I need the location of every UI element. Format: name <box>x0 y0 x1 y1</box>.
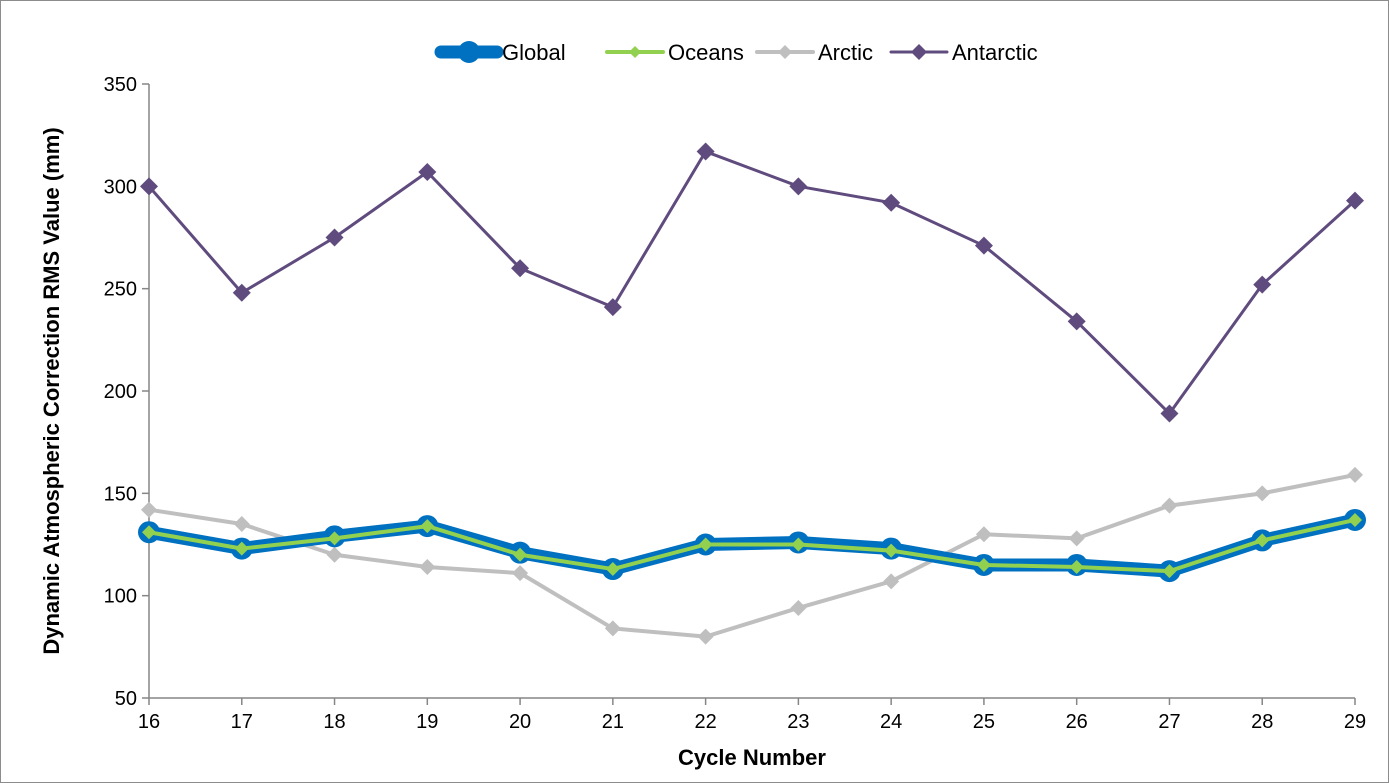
arctic-point <box>141 501 157 518</box>
y-tick-label: 150 <box>104 483 137 505</box>
x-tick-label: 28 <box>1251 711 1273 733</box>
x-tick-label: 22 <box>694 711 716 733</box>
series-group <box>138 142 1366 645</box>
arctic-point <box>1068 530 1085 547</box>
legend-swatch-marker <box>458 41 480 63</box>
y-tick-label: 300 <box>104 176 137 198</box>
oceans-point <box>234 541 249 556</box>
arctic-point <box>604 620 621 637</box>
oceans-point <box>1162 564 1177 579</box>
series-arctic <box>141 466 1363 645</box>
antarctic-point <box>140 177 158 196</box>
y-tick-label: 200 <box>104 381 137 403</box>
y-tick-label: 50 <box>115 688 137 710</box>
arctic-point <box>697 628 714 645</box>
antarctic-point <box>603 298 622 317</box>
antarctic-point <box>789 177 808 196</box>
arctic-point <box>1161 497 1178 514</box>
antarctic-point <box>974 236 993 255</box>
x-tick-label: 24 <box>880 711 902 733</box>
arctic-point <box>883 573 900 590</box>
legend-swatch-marker <box>778 45 792 59</box>
antarctic-point <box>232 283 251 302</box>
oceans-point <box>1255 533 1270 548</box>
legend-swatch-marker <box>911 44 927 60</box>
antarctic-point <box>1346 191 1364 210</box>
antarctic-point <box>696 142 715 161</box>
series-oceans <box>142 512 1362 579</box>
x-tick-label: 18 <box>323 711 345 733</box>
x-tick-label: 29 <box>1344 711 1366 733</box>
antarctic-point <box>1160 404 1179 423</box>
oceans-line <box>147 517 1357 574</box>
x-tick-label: 20 <box>509 711 531 733</box>
arctic-point <box>790 599 807 616</box>
arctic-point <box>975 526 992 543</box>
x-tick-label: 19 <box>416 711 438 733</box>
legend-swatch-marker <box>629 46 641 58</box>
antarctic-point <box>511 259 530 278</box>
arctic-point <box>326 546 343 563</box>
x-tick-label: 25 <box>973 711 995 733</box>
legend-label: Global <box>502 40 566 65</box>
oceans-point <box>1069 560 1084 575</box>
y-tick-label: 250 <box>104 279 137 301</box>
oceans-point <box>142 525 156 540</box>
x-tick-label: 27 <box>1158 711 1180 733</box>
legend-item-arctic: Arctic <box>755 40 873 65</box>
y-axis-title: Dynamic Atmospheric Correction RMS Value… <box>39 127 64 654</box>
y-tick-label: 100 <box>104 586 137 608</box>
oceans-point <box>327 531 342 546</box>
antarctic-point <box>1067 312 1086 331</box>
arctic-point <box>1254 485 1271 502</box>
x-tick-label: 21 <box>602 711 624 733</box>
antarctic-line <box>147 150 1357 416</box>
oceans-point <box>513 547 528 562</box>
x-tick-label: 23 <box>787 711 809 733</box>
oceans-point <box>976 557 991 572</box>
legend-label: Arctic <box>818 40 873 65</box>
oceans-point <box>420 519 435 534</box>
antarctic-point <box>1253 275 1272 294</box>
legend-item-oceans: Oceans <box>605 40 744 65</box>
legend-label: Oceans <box>668 40 744 65</box>
oceans-point <box>698 537 713 552</box>
legend: Global Oceans Arctic Antarctic <box>434 40 1038 65</box>
antarctic-point <box>418 163 437 182</box>
oceans-point <box>1348 512 1362 527</box>
arctic-point <box>512 565 529 582</box>
arctic-point <box>419 559 436 576</box>
legend-item-global: Global <box>434 40 566 65</box>
oceans-point <box>605 562 620 577</box>
arctic-point <box>1347 466 1363 483</box>
arctic-line <box>147 472 1357 639</box>
x-tick-label: 16 <box>138 711 160 733</box>
x-tick-label: 17 <box>231 711 253 733</box>
antarctic-point <box>325 228 344 247</box>
oceans-point <box>884 543 899 558</box>
x-tick-label: 26 <box>1066 711 1088 733</box>
oceans-point <box>791 537 806 552</box>
legend-item-antarctic: Antarctic <box>889 40 1038 65</box>
y-tick-label: 350 <box>104 74 137 96</box>
x-axis-title: Cycle Number <box>678 745 826 770</box>
antarctic-point <box>882 193 901 212</box>
series-antarctic <box>140 142 1364 423</box>
axes: 50 100 150 200 250 300 350 16 17 18 19 20 21 22 23 24 25… <box>104 74 1367 733</box>
legend-label: Antarctic <box>952 40 1038 65</box>
arctic-point <box>233 516 250 533</box>
